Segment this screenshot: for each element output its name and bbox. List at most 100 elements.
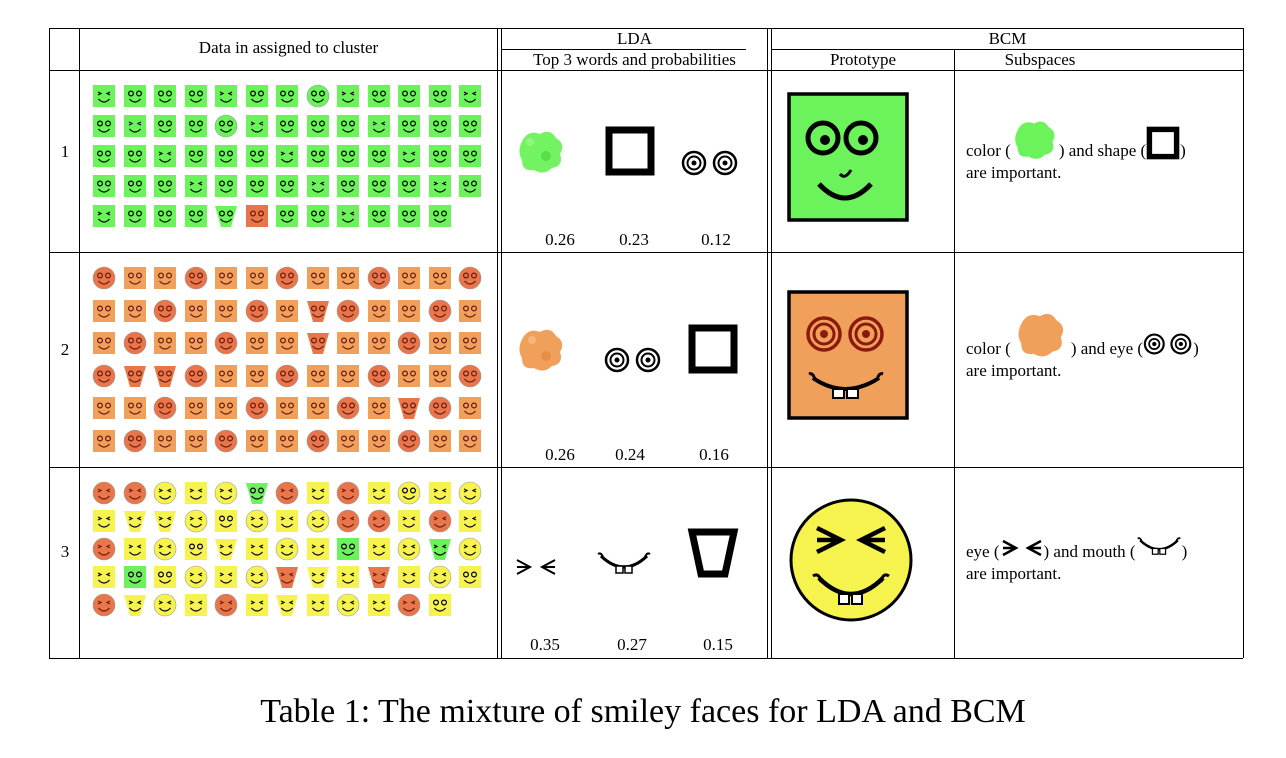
header-subspaces: Subspaces: [1004, 50, 1076, 69]
lda-prob-2-2: 0.24: [615, 445, 645, 464]
subspace-3-post: ): [1181, 542, 1188, 561]
smiley-thumbnail-icon: [184, 537, 208, 561]
smiley-thumbnail-icon: [367, 299, 391, 323]
smiley-thumbnail-icon: [92, 481, 116, 505]
smiley-thumbnail-icon: [428, 331, 452, 355]
smiley-thumbnail-icon: [245, 174, 269, 198]
smiley-thumbnail-icon: [458, 114, 482, 138]
smiley-thumbnail-icon: [275, 114, 299, 138]
smiley-thumbnail-icon: [153, 396, 177, 420]
smiley-thumbnail-icon: [306, 266, 330, 290]
smiley-thumbnail-icon: [214, 565, 238, 589]
smiley-thumbnail-icon: [214, 266, 238, 290]
smiley-thumbnail-icon: [123, 114, 147, 138]
lda-prob-3-1: 0.35: [530, 635, 560, 654]
header-lda: LDA: [617, 29, 652, 48]
smiley-thumbnail-icon: [336, 593, 360, 617]
orange-color-blob-icon: [1018, 314, 1063, 357]
smiley-thumbnail-icon: [92, 364, 116, 388]
smiley-thumbnail-icon: [245, 299, 269, 323]
smiley-thumbnail-icon: [458, 299, 482, 323]
smiley-thumbnail-icon: [184, 429, 208, 453]
smiley-thumbnail-icon: [306, 299, 330, 323]
header-prototype: Prototype: [829, 50, 897, 69]
smiley-thumbnail-icon: [275, 593, 299, 617]
smiley-thumbnail-icon: [336, 481, 360, 505]
smiley-thumbnail-icon: [367, 429, 391, 453]
smiley-thumbnail-icon: [306, 114, 330, 138]
smiley-thumbnail-icon: [428, 509, 452, 533]
smiley-thumbnail-icon: [397, 84, 421, 108]
smiley-thumbnail-icon: [306, 429, 330, 453]
smiley-thumbnail-icon: [184, 174, 208, 198]
subspace-3-mid: ) and mouth (: [1043, 542, 1136, 561]
smiley-thumbnail-icon: [397, 593, 421, 617]
toothy-mouth-icon: [1136, 537, 1181, 555]
smiley-thumbnail-icon: [275, 364, 299, 388]
smiley-thumbnail-icon: [123, 144, 147, 168]
smiley-thumbnail-icon: [428, 144, 452, 168]
smiley-thumbnail-icon: [458, 481, 482, 505]
smiley-thumbnail-icon: [184, 331, 208, 355]
smiley-thumbnail-icon: [458, 84, 482, 108]
smiley-thumbnail-icon: [336, 266, 360, 290]
header-data: Data in assigned to cluster: [198, 38, 379, 57]
smiley-thumbnail-icon: [245, 509, 269, 533]
smiley-thumbnail-icon: [458, 266, 482, 290]
smiley-thumbnail-icon: [275, 537, 299, 561]
table-caption: Table 1: The mixture of smiley faces for…: [260, 693, 1026, 730]
smiley-thumbnail-icon: [275, 84, 299, 108]
smiley-thumbnail-icon: [153, 204, 177, 228]
squint-eyes-icon: [516, 559, 556, 575]
smiley-thumbnail-icon: [184, 114, 208, 138]
smiley-thumbnail-icon: [245, 114, 269, 138]
smiley-thumbnail-icon: [275, 565, 299, 589]
smiley-thumbnail-icon: [184, 593, 208, 617]
smiley-thumbnail-icon: [153, 593, 177, 617]
smiley-thumbnail-icon: [306, 537, 330, 561]
smiley-thumbnail-icon: [306, 364, 330, 388]
cluster-1-faces: [92, 84, 492, 244]
orange-color-blob-icon: [519, 329, 563, 371]
smiley-thumbnail-icon: [336, 174, 360, 198]
subspace-1-mid: ) and shape (: [1058, 141, 1147, 160]
smiley-thumbnail-icon: [336, 509, 360, 533]
smiley-thumbnail-icon: [153, 481, 177, 505]
smiley-thumbnail-icon: [92, 174, 116, 198]
smiley-thumbnail-icon: [153, 331, 177, 355]
smiley-thumbnail-icon: [458, 396, 482, 420]
smiley-thumbnail-icon: [458, 565, 482, 589]
smiley-thumbnail-icon: [367, 509, 391, 533]
smiley-thumbnail-icon: [214, 331, 238, 355]
smiley-thumbnail-icon: [306, 84, 330, 108]
smiley-thumbnail-icon: [397, 174, 421, 198]
smiley-thumbnail-icon: [397, 266, 421, 290]
smiley-thumbnail-icon: [214, 84, 238, 108]
smiley-thumbnail-icon: [336, 331, 360, 355]
smiley-thumbnail-icon: [123, 429, 147, 453]
smiley-thumbnail-icon: [397, 565, 421, 589]
smiley-thumbnail-icon: [184, 509, 208, 533]
smiley-thumbnail-icon: [153, 299, 177, 323]
row-number-1: 1: [60, 142, 70, 161]
smiley-thumbnail-icon: [245, 396, 269, 420]
green-color-blob-icon: [1015, 121, 1055, 159]
smiley-thumbnail-icon: [275, 429, 299, 453]
smiley-thumbnail-icon: [428, 593, 452, 617]
smiley-thumbnail-icon: [458, 364, 482, 388]
smiley-thumbnail-icon: [367, 114, 391, 138]
smiley-thumbnail-icon: [153, 364, 177, 388]
smiley-thumbnail-icon: [275, 481, 299, 505]
smiley-thumbnail-icon: [92, 565, 116, 589]
smiley-thumbnail-icon: [245, 565, 269, 589]
smiley-thumbnail-icon: [367, 364, 391, 388]
smiley-thumbnail-icon: [397, 204, 421, 228]
cluster-3-faces: [92, 481, 492, 651]
smiley-thumbnail-icon: [367, 481, 391, 505]
smiley-thumbnail-icon: [275, 509, 299, 533]
smiley-thumbnail-icon: [214, 299, 238, 323]
subspace-2-line2: are important.: [966, 361, 1062, 381]
smiley-thumbnail-icon: [153, 509, 177, 533]
smiley-thumbnail-icon: [184, 84, 208, 108]
smiley-thumbnail-icon: [92, 299, 116, 323]
